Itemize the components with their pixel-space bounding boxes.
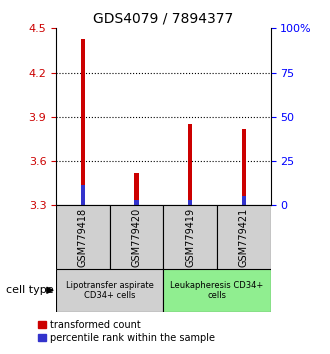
Bar — [134, 173, 139, 205]
Bar — [217, 205, 271, 269]
Bar — [163, 269, 271, 312]
Bar — [242, 196, 246, 205]
Text: GSM779419: GSM779419 — [185, 207, 195, 267]
Text: GSM779421: GSM779421 — [239, 207, 249, 267]
Bar — [188, 200, 192, 205]
Text: Leukapheresis CD34+
cells: Leukapheresis CD34+ cells — [170, 281, 264, 300]
Bar — [81, 185, 85, 205]
Text: cell type: cell type — [6, 285, 54, 295]
Title: GDS4079 / 7894377: GDS4079 / 7894377 — [93, 12, 234, 26]
Bar — [110, 205, 163, 269]
Bar — [134, 200, 139, 205]
Text: GSM779420: GSM779420 — [132, 207, 142, 267]
Bar — [81, 39, 85, 205]
Bar — [163, 205, 217, 269]
Bar — [56, 205, 110, 269]
Text: GSM779418: GSM779418 — [78, 207, 88, 267]
Bar — [56, 269, 163, 312]
Bar — [242, 129, 246, 205]
Text: Lipotransfer aspirate
CD34+ cells: Lipotransfer aspirate CD34+ cells — [66, 281, 154, 300]
Legend: transformed count, percentile rank within the sample: transformed count, percentile rank withi… — [38, 320, 214, 343]
Bar — [188, 124, 192, 205]
